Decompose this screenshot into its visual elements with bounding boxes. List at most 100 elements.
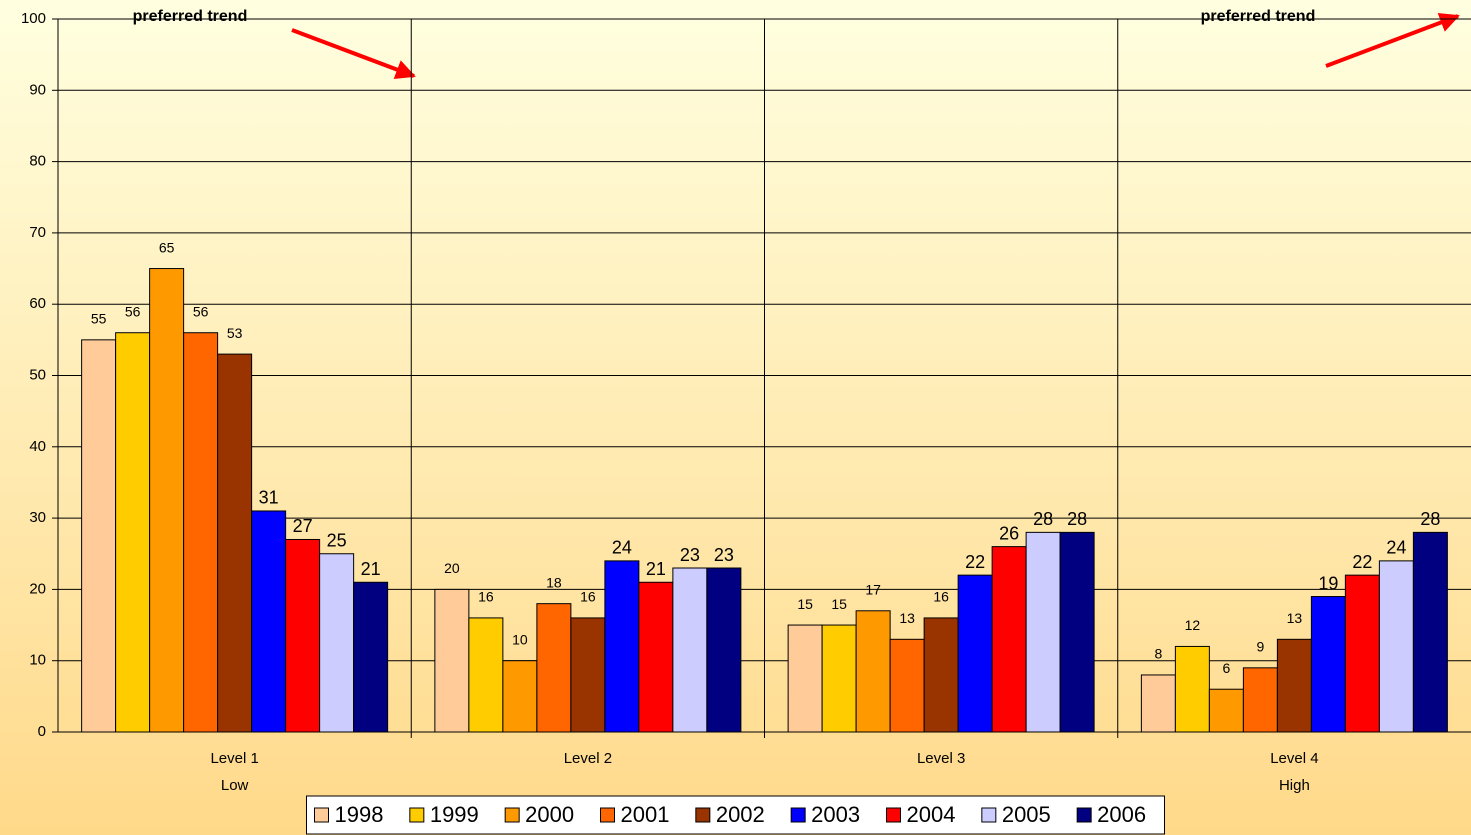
x-tick-label: Level 2 <box>564 750 612 767</box>
legend-swatch <box>409 807 425 823</box>
data-label: 17 <box>865 581 881 597</box>
data-label: 10 <box>512 631 528 647</box>
legend <box>306 795 1165 835</box>
data-label: 13 <box>1287 610 1303 626</box>
data-label: 56 <box>193 303 209 319</box>
legend-label: 1999 <box>430 802 479 827</box>
annotation: preferred trend <box>133 8 248 25</box>
bar <box>1208 688 1244 733</box>
data-label: 21 <box>646 559 666 579</box>
arrow <box>1325 13 1460 68</box>
x-tick-label: Level 3 <box>917 750 965 767</box>
data-label: 22 <box>965 552 985 572</box>
x-tick-label: Level 1 Low <box>210 750 258 794</box>
bar <box>1059 531 1095 733</box>
y-tick-label: 40 <box>29 438 46 455</box>
bar <box>1344 574 1380 733</box>
data-label: 28 <box>1067 509 1087 529</box>
bar <box>1174 645 1210 733</box>
data-label: 28 <box>1420 509 1440 529</box>
data-label: 13 <box>899 610 915 626</box>
bar <box>991 546 1027 733</box>
y-tick-label: 70 <box>29 224 46 241</box>
y-tick-label: 10 <box>29 652 46 669</box>
bar <box>183 332 219 733</box>
bar <box>149 268 185 733</box>
bar <box>502 660 538 733</box>
bar <box>923 617 959 733</box>
bar <box>536 603 572 733</box>
bar <box>1025 531 1061 733</box>
bar <box>638 581 674 733</box>
y-tick-label: 50 <box>29 366 46 383</box>
legend-label: 1998 <box>335 802 384 827</box>
data-label: 22 <box>1352 552 1372 572</box>
legend-swatch <box>314 807 329 823</box>
legend-label: 2003 <box>811 802 860 827</box>
data-label: 24 <box>612 538 632 558</box>
data-label: 55 <box>91 311 107 327</box>
bar <box>1378 560 1414 733</box>
y-tick-label: 100 <box>21 10 46 27</box>
legend-label: 2004 <box>907 802 956 827</box>
data-label: 16 <box>478 589 494 605</box>
legend-swatch <box>1076 807 1092 823</box>
bar <box>1276 638 1312 733</box>
bar <box>115 332 151 733</box>
legend-swatch <box>981 807 997 823</box>
data-label: 9 <box>1256 639 1264 655</box>
data-label: 56 <box>125 303 141 319</box>
legend-swatch <box>695 807 711 823</box>
data-label: 6 <box>1222 660 1230 676</box>
bar <box>1140 674 1176 733</box>
data-label: 28 <box>1033 509 1053 529</box>
data-label: 19 <box>1318 573 1338 593</box>
legend-swatch <box>790 807 806 823</box>
legend-label: 2002 <box>716 802 765 827</box>
data-label: 12 <box>1185 617 1201 633</box>
legend-label: 2001 <box>621 802 670 827</box>
legend-swatch <box>504 807 520 823</box>
legend-swatch <box>886 807 901 823</box>
bar <box>570 617 606 733</box>
legend-label: 2000 <box>525 802 574 827</box>
legend-swatch <box>600 807 615 823</box>
data-label: 26 <box>999 523 1019 543</box>
data-label: 23 <box>714 545 734 565</box>
bar <box>217 353 253 733</box>
bar <box>957 574 993 733</box>
bar <box>285 538 321 733</box>
bar <box>468 617 504 733</box>
data-label: 15 <box>797 596 813 612</box>
bar <box>706 567 742 733</box>
data-label: 20 <box>444 560 460 576</box>
bar <box>787 624 823 733</box>
bar <box>353 581 389 733</box>
bar <box>821 624 857 733</box>
data-label: 16 <box>580 589 596 605</box>
data-label: 27 <box>293 516 313 536</box>
data-label: 31 <box>259 488 279 508</box>
data-label: 24 <box>1386 538 1406 558</box>
bar <box>81 339 117 733</box>
data-label: 18 <box>546 574 562 590</box>
bar <box>251 510 287 733</box>
data-label: 65 <box>159 239 175 255</box>
y-tick-label: 20 <box>29 580 46 597</box>
arrow <box>291 28 416 80</box>
y-tick-label: 80 <box>29 153 46 170</box>
y-tick-label: 30 <box>29 509 46 526</box>
bar <box>319 553 355 733</box>
data-label: 15 <box>831 596 847 612</box>
data-label: 25 <box>327 531 347 551</box>
bar <box>1310 596 1346 733</box>
data-label: 16 <box>933 589 949 605</box>
bar <box>1412 531 1448 733</box>
bar <box>434 588 470 733</box>
x-tick-label: Level 4 High <box>1270 750 1318 794</box>
y-tick-label: 60 <box>29 295 46 312</box>
data-label: 53 <box>227 325 243 341</box>
bar <box>672 567 708 733</box>
bar <box>1242 667 1278 733</box>
